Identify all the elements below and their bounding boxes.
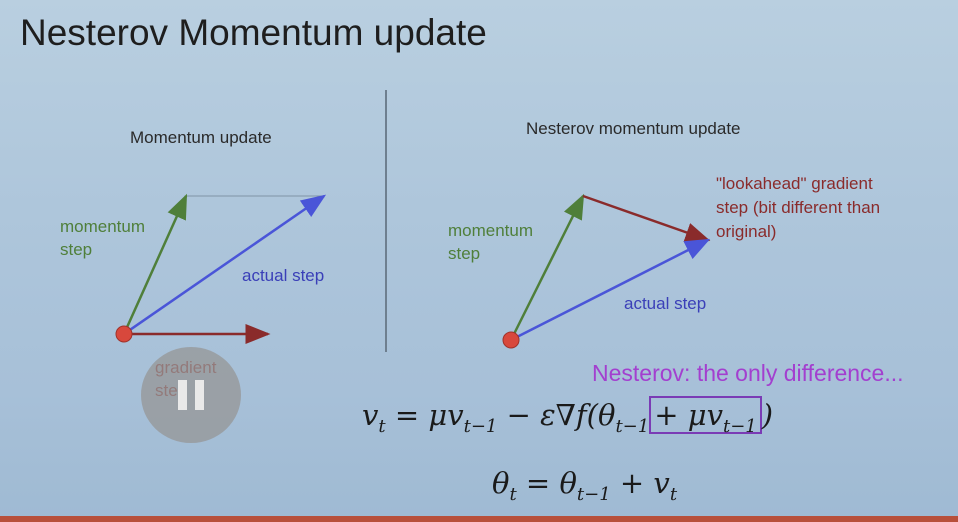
theta-equation: θt = θt−1 + vt (492, 466, 677, 505)
right-momentum-label-line2: step (448, 244, 481, 263)
eq2-plus: + v (610, 466, 670, 500)
eq1-box-sub: t−1 (722, 415, 757, 437)
eq2-sub1: t−1 (576, 483, 611, 505)
left-actual-step-arrow (123, 194, 327, 336)
right-lookahead-gradient-arrow (582, 194, 711, 242)
right-actual-step-arrow (510, 238, 711, 342)
left-momentum-step-arrow (122, 193, 188, 335)
left-momentum-label-line2: step (60, 240, 93, 259)
eq1-mid: − ε∇f(θ (497, 398, 616, 432)
eq1-lhs-sub: t (378, 415, 386, 437)
eq2-lhs: θ (492, 466, 510, 500)
lookahead-label-line1: "lookahead" gradient (716, 174, 873, 193)
lookahead-term-box: + μvt−1 (649, 396, 762, 437)
right-heading: Nesterov momentum update (526, 119, 741, 138)
right-momentum-label-line1: momentum (448, 221, 534, 240)
left-actual-step-label: actual step (242, 266, 325, 285)
lookahead-label-line3: original) (716, 222, 777, 241)
eq2-sub2: t (669, 483, 678, 505)
left-heading: Momentum update (130, 128, 272, 147)
eq2-lhs-sub: t (509, 483, 517, 505)
lookahead-label-line2: step (bit different than (716, 198, 881, 217)
slide-title: Nesterov Momentum update (20, 12, 487, 53)
right-actual-step-label: actual step (624, 294, 707, 313)
eq2-eq: = θ (516, 466, 577, 500)
pause-icon-bar (195, 380, 204, 410)
pause-icon (178, 380, 187, 410)
left-momentum-label-line1: momentum (60, 217, 146, 236)
pause-button[interactable] (141, 347, 241, 443)
eq1-lhs: v (362, 398, 379, 432)
nesterov-note: Nesterov: the only difference... (592, 360, 904, 386)
left-start-point (115, 325, 133, 343)
eq1-sub2: t−1 (615, 415, 650, 437)
eq1-close: ) (761, 398, 774, 432)
eq1-box-term: + μv (654, 398, 723, 432)
right-momentum-step-arrow (509, 193, 585, 341)
velocity-equation: vt = μvt−1 − ε∇f(θt−1 + μvt−1) (362, 396, 774, 437)
video-progress-bar[interactable] (0, 516, 958, 522)
divider (385, 90, 387, 352)
right-start-point (502, 331, 520, 349)
eq1-eq: = μv (385, 398, 464, 432)
eq1-sub1: t−1 (463, 415, 498, 437)
